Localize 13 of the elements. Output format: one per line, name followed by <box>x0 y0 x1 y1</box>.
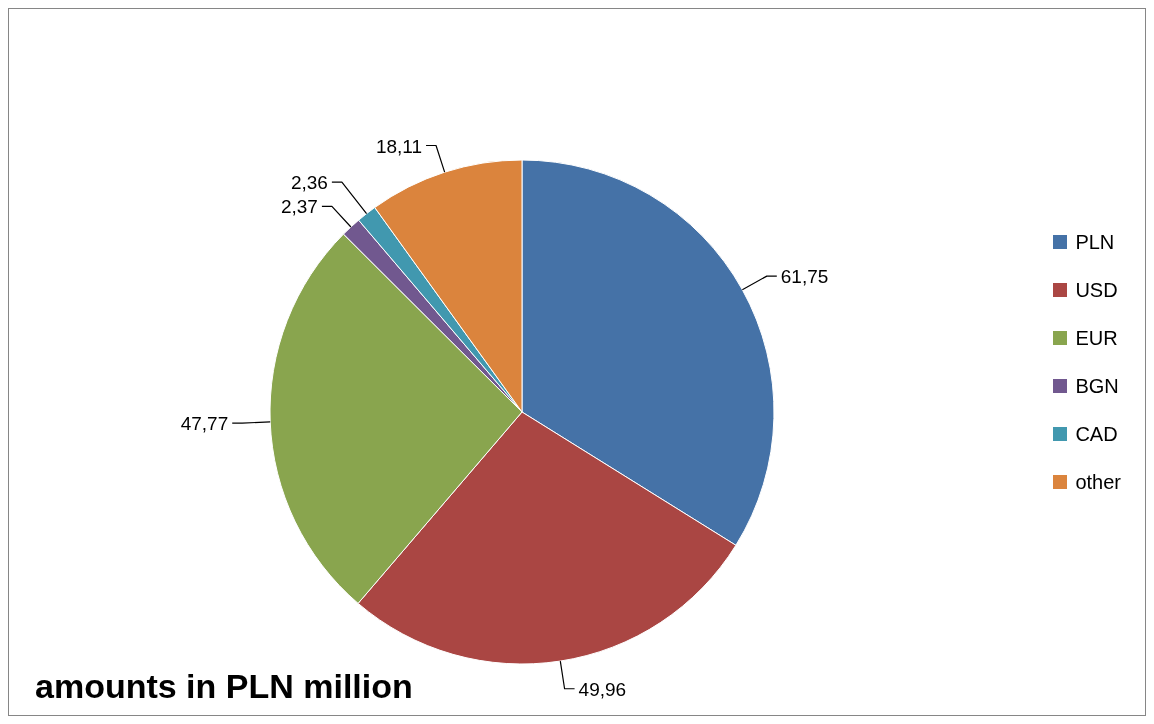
legend-label: other <box>1075 470 1121 494</box>
data-label: 49,96 <box>578 678 627 700</box>
text: amounts in PLN million <box>35 667 413 705</box>
data-label: 18,11 <box>375 135 423 157</box>
data-label: 2,36 <box>290 171 328 193</box>
legend-label: CAD <box>1075 422 1118 446</box>
data-label: 47,77 <box>180 412 229 434</box>
legend-label: PLN <box>1075 230 1115 254</box>
legend-label: BGN <box>1075 374 1119 398</box>
legend-label: EUR <box>1075 326 1118 350</box>
legend-label: USD <box>1075 278 1118 302</box>
data-label: 61,75 <box>780 265 829 287</box>
data-label: 2,37 <box>280 195 318 217</box>
